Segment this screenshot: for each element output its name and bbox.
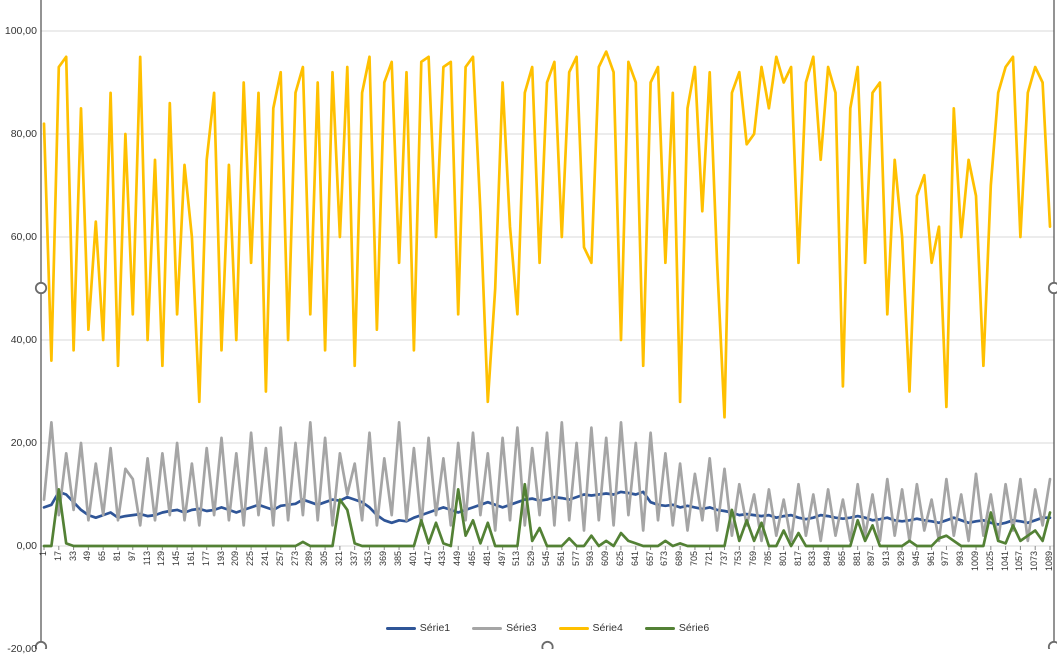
- legend-item-série1[interactable]: Série1: [385, 622, 451, 634]
- x-axis-label: 401: [407, 551, 418, 567]
- x-axis-label: 897: [866, 551, 877, 567]
- x-axis-label: 657: [644, 551, 655, 567]
- x-axis-label: 353: [363, 551, 374, 567]
- selection-handle[interactable]: [1047, 640, 1057, 649]
- x-axis-label: 449: [452, 551, 463, 567]
- x-axis-label: 65: [97, 551, 108, 562]
- x-axis-label: 833: [807, 551, 818, 567]
- x-axis-label: 177: [200, 551, 211, 567]
- x-axis-label: 785: [762, 551, 773, 567]
- legend-line-swatch: [472, 626, 503, 630]
- x-axis-label: 881: [851, 551, 862, 567]
- x-axis-label: 721: [703, 551, 714, 567]
- legend-item-série3[interactable]: Série3: [472, 622, 537, 634]
- x-axis-label: 929: [896, 551, 907, 567]
- x-axis-label: 417: [422, 551, 433, 567]
- series-line-série6[interactable]: [42, 482, 1052, 548]
- x-axis-label: 385: [393, 551, 404, 567]
- x-axis-label: 97: [126, 551, 137, 562]
- x-axis-label: 33: [67, 551, 78, 562]
- legend-line-swatch: [644, 626, 675, 630]
- x-axis-label: 513: [511, 551, 522, 567]
- legend-item-série6[interactable]: Série6: [644, 622, 710, 634]
- x-axis-label: 257: [274, 551, 285, 567]
- y-axis-label: -20,00: [7, 643, 37, 655]
- x-axis-label: 673: [659, 551, 670, 567]
- x-axis-label: 865: [836, 551, 847, 567]
- x-axis-label: 753: [733, 551, 744, 567]
- x-axis-label: 17: [52, 551, 63, 562]
- x-axis-label: 49: [82, 551, 93, 562]
- x-axis-label: 705: [688, 551, 699, 567]
- legend-line-swatch: [558, 626, 589, 630]
- x-axis-label: 961: [925, 551, 936, 567]
- x-axis-label: 145: [171, 551, 182, 567]
- selection-handle[interactable]: [34, 281, 48, 295]
- legend-item-série4[interactable]: Série4: [558, 622, 623, 634]
- x-axis-label: 81: [111, 551, 122, 562]
- x-axis-label: 977: [940, 551, 951, 567]
- y-axis-label: 0,00: [16, 540, 37, 552]
- x-axis-label: 1025: [984, 551, 995, 572]
- x-axis-label: 273: [289, 551, 300, 567]
- selection-handle[interactable]: [34, 640, 48, 649]
- legend-label: Série6: [678, 622, 710, 634]
- legend-label: Série1: [419, 622, 451, 634]
- legend-line-swatch: [385, 626, 416, 630]
- legend-label: Série3: [506, 622, 537, 634]
- x-axis-label: 321: [333, 551, 344, 567]
- x-axis-label: 945: [910, 551, 921, 567]
- x-axis-label: 433: [437, 551, 448, 567]
- x-axis-label: 1089: [1044, 551, 1054, 572]
- y-axis-label: 40,00: [10, 334, 37, 346]
- x-axis-label: 625: [614, 551, 625, 567]
- x-axis-label: 481: [481, 551, 492, 567]
- series-line-série3[interactable]: [42, 421, 1052, 543]
- x-axis-label: 545: [541, 551, 551, 567]
- selection-handle[interactable]: [541, 640, 554, 649]
- x-axis-label: 993: [955, 551, 966, 567]
- y-axis-label: 20,00: [10, 437, 37, 449]
- x-axis-label: 737: [718, 551, 729, 567]
- x-axis-label: 369: [378, 551, 389, 567]
- x-axis-label: 529: [526, 551, 537, 567]
- x-axis-label: 817: [792, 551, 803, 567]
- legend-label: Série4: [592, 622, 623, 634]
- x-axis-label: 769: [748, 551, 759, 567]
- x-axis-label: 289: [304, 551, 315, 567]
- x-axis-label: 801: [777, 551, 788, 567]
- y-axis-label: 100,00: [4, 25, 37, 37]
- x-axis-label: 849: [822, 551, 833, 567]
- x-axis-label: 161: [185, 551, 196, 567]
- x-axis-label: 1073: [1029, 551, 1040, 572]
- x-axis-label: 689: [674, 551, 685, 567]
- x-axis-label: 593: [585, 551, 596, 567]
- x-axis-label: 193: [215, 551, 226, 567]
- x-axis-label: 913: [881, 551, 892, 567]
- x-axis-label: 1041: [999, 551, 1010, 572]
- x-axis-label: 497: [496, 551, 507, 567]
- x-axis-label: 465: [467, 551, 478, 567]
- x-axis-label: 209: [230, 551, 241, 567]
- x-axis-label: 561: [555, 551, 566, 567]
- y-axis-label: 80,00: [10, 128, 37, 140]
- x-axis-label: 129: [156, 551, 167, 567]
- x-axis-label: 1009: [970, 551, 981, 572]
- x-axis-label: 305: [319, 551, 330, 567]
- x-axis-label: 1: [38, 551, 48, 557]
- x-axis-label: 225: [245, 551, 256, 567]
- x-axis-label: 113: [141, 551, 152, 566]
- legend[interactable]: Série1 Série3 Série4 Série6: [41, 622, 1054, 634]
- y-axis-label: 60,00: [10, 231, 37, 243]
- series-line-série4[interactable]: [42, 50, 1052, 419]
- x-axis-label: 1057: [1014, 551, 1025, 572]
- x-axis-label: 337: [348, 551, 359, 567]
- x-axis-label: 577: [570, 551, 581, 567]
- selection-handle[interactable]: [1047, 281, 1057, 295]
- x-axis-label: 609: [600, 551, 611, 567]
- x-axis-label: 241: [259, 551, 270, 567]
- x-axis-label: 641: [629, 551, 640, 567]
